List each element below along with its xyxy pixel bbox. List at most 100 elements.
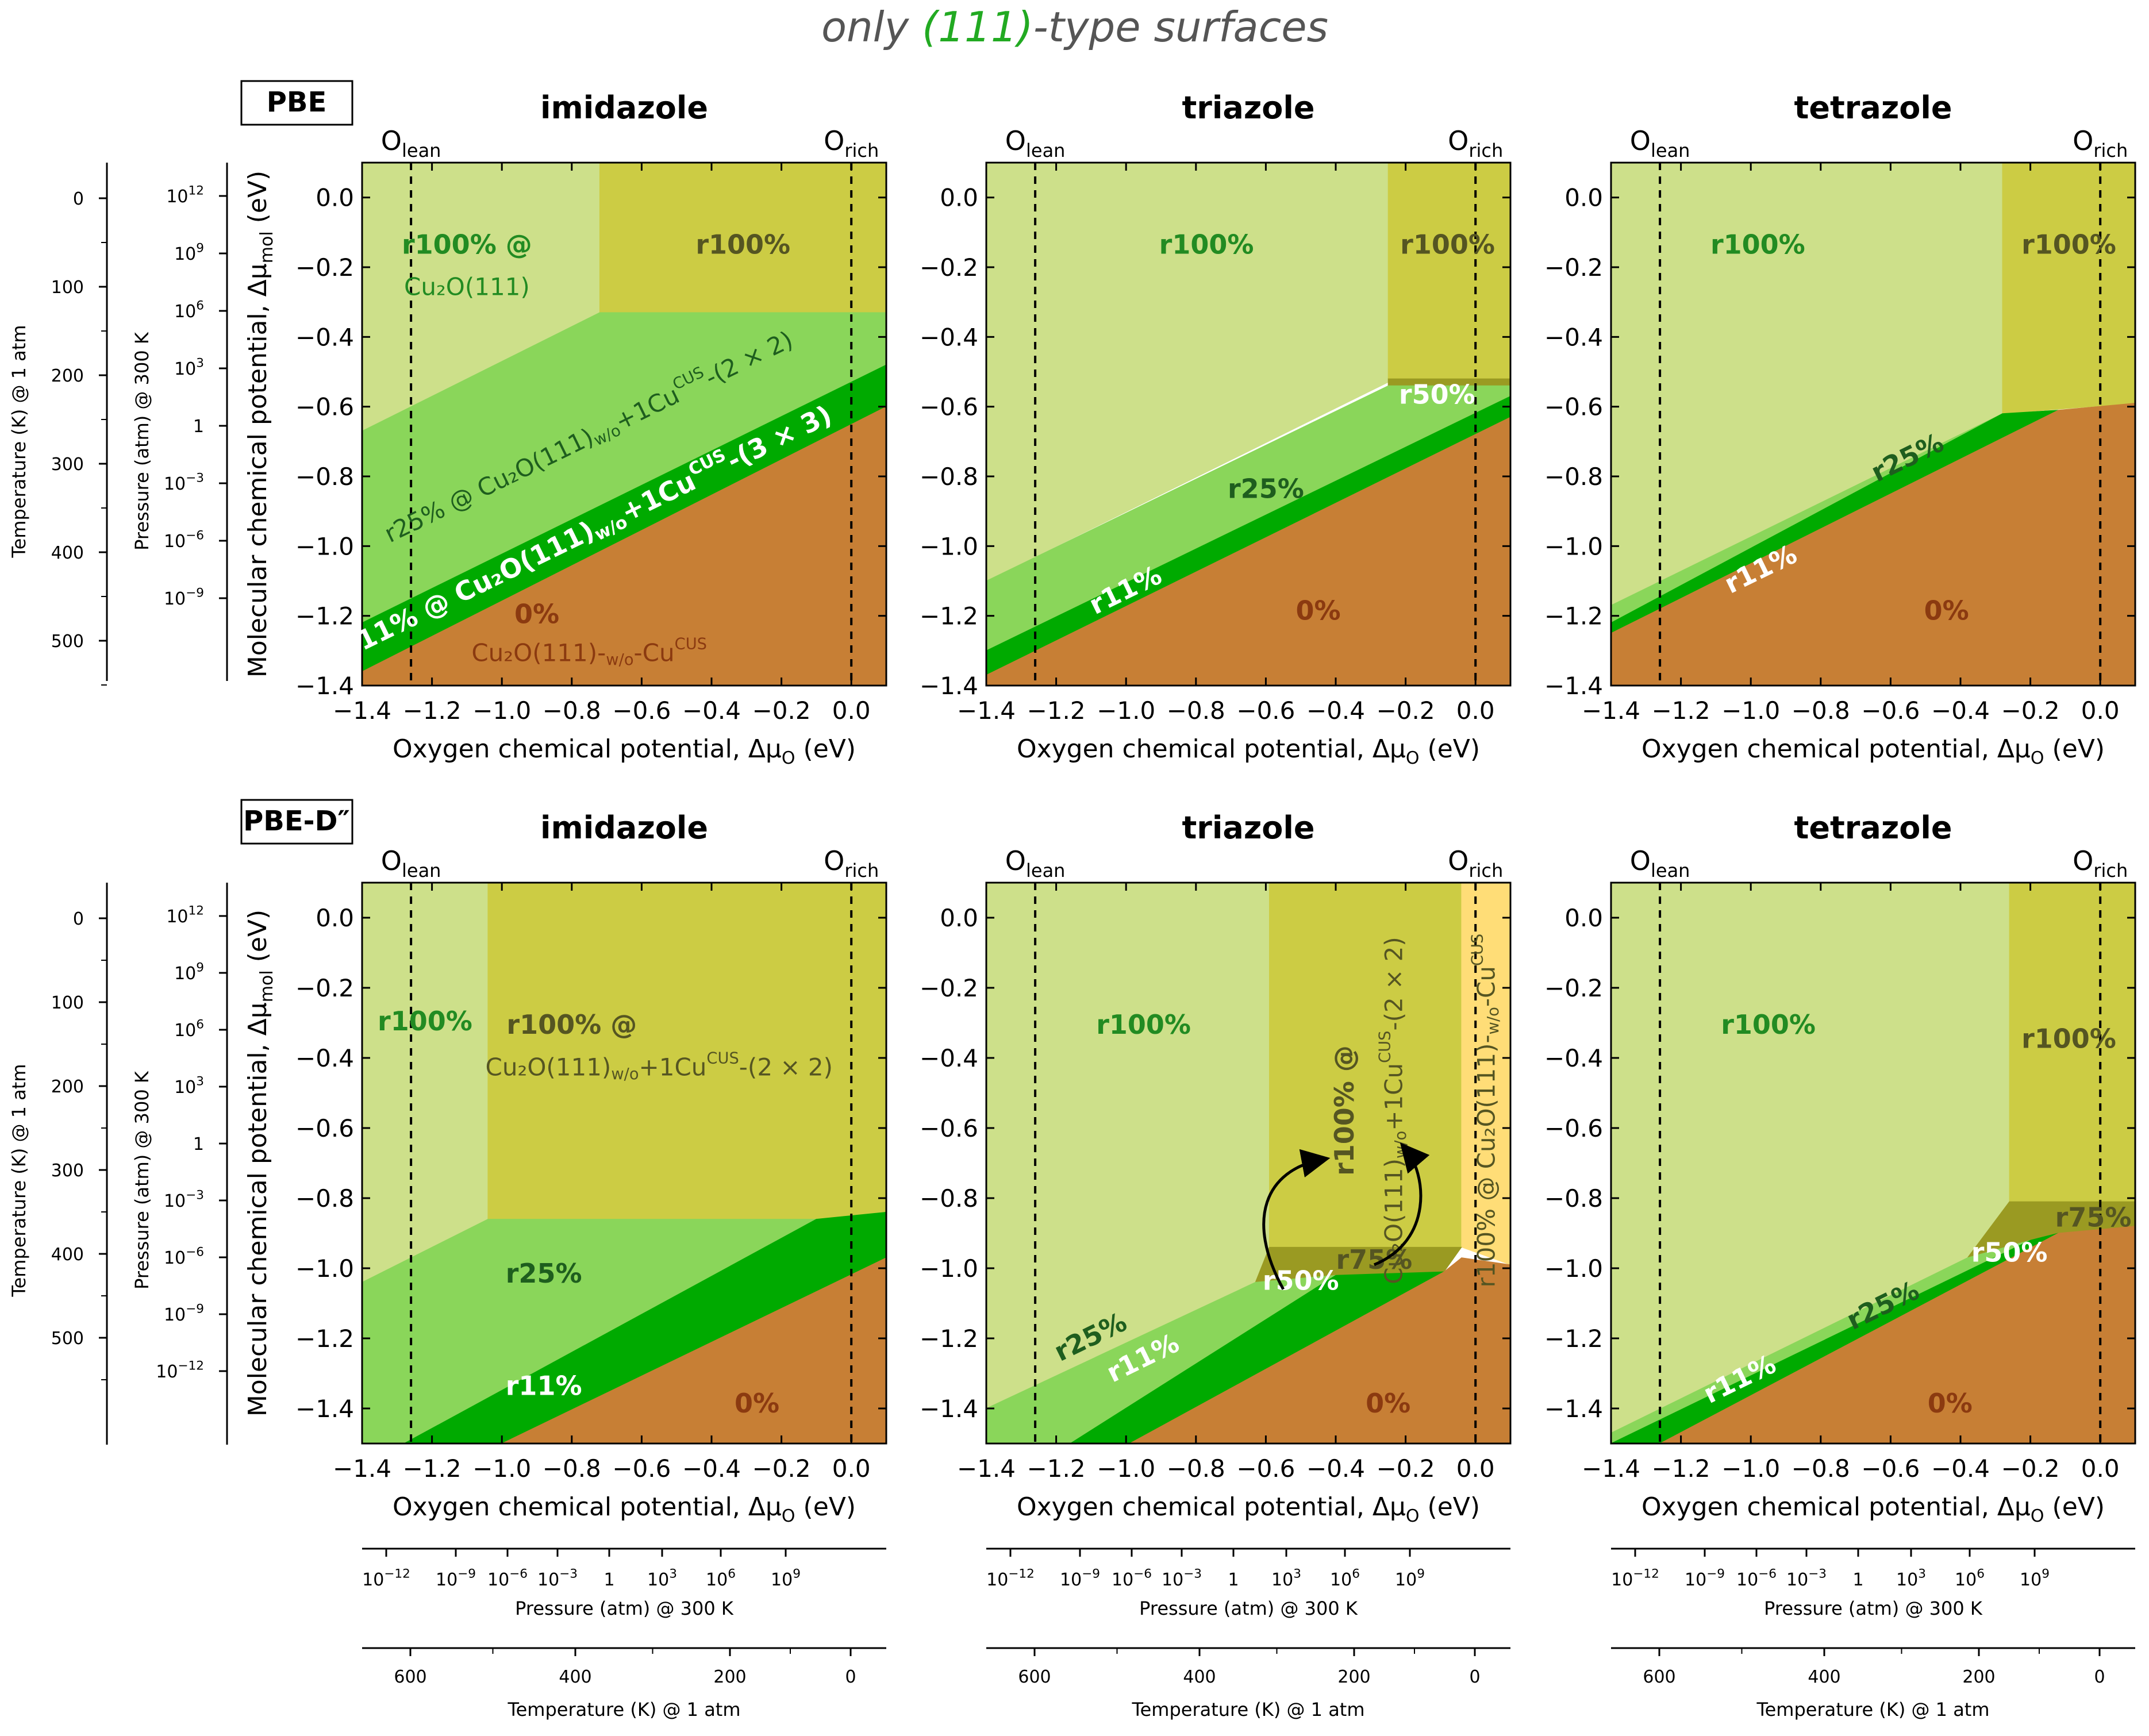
y-tick-label: −1.2 [295,1325,354,1353]
figure-title: only (111)-type surfaces [821,3,1328,51]
y-tick-label: −1.0 [1544,532,1603,560]
y-tick-label: 0.0 [940,184,978,212]
x-tick-label: 0.0 [2081,1454,2120,1483]
x-tick-label: −1.4 [1582,1454,1640,1483]
bottom-temperature-tick-label: 0 [1469,1667,1480,1687]
y-tick-label: −1.4 [920,672,978,700]
x-tick-label: −0.8 [1792,696,1850,725]
pressure-tick-label: 10−12 [156,1359,204,1383]
bottom-pressure-tick-label: 106 [1330,1567,1360,1591]
region-label-1: r100% @ [506,1009,637,1040]
x-tick-label: −0.4 [1306,696,1365,725]
y-tick-label: −1.4 [1544,1395,1603,1423]
x-tick-label: −1.4 [1582,696,1640,725]
bottom-pressure-tick-label: 10−3 [537,1567,578,1591]
bottom-pressure-tick-label: 10−12 [986,1567,1035,1591]
pressure-tick-label: 10−6 [164,529,204,552]
x-tick-label: −0.6 [1861,696,1920,725]
x-tick-label: −0.4 [1931,696,1990,725]
bottom-temperature-axis-label: Temperature (K) @ 1 atm [1756,1699,1989,1720]
bottom-pressure-tick-label: 109 [2020,1567,2050,1591]
temperature-tick-label: 200 [51,1077,84,1097]
x-tick-label: −0.4 [1931,1454,1990,1483]
bottom-axes-2: 10−12 10−9 10−6 10−3 1 103 106 109 Pressure (atm… [1611,1548,2135,1720]
x-tick-label: −0.6 [612,696,671,725]
x-tick-label: −1.2 [1652,1454,1710,1483]
bottom-pressure-tick-label: 10−6 [487,1567,528,1591]
bottom-pressure-axis-label: Pressure (atm) @ 300 K [1139,1598,1358,1619]
plot-frame [985,882,1512,1445]
temperature-tick-label: 300 [51,1161,84,1181]
bottom-pressure-tick-label: 103 [647,1567,677,1591]
bottom-temperature-tick-label: 400 [1808,1667,1840,1687]
figure-title-part-1: only [821,3,922,51]
pressure-tick-label: 10−3 [164,1188,204,1212]
y-axis-label: Molecular chemical potential, Δμmol (eV) [243,171,277,678]
pressure-tick-label: 103 [174,356,204,380]
region-olive-1 [1269,882,1462,1248]
x-tick-label: 0.0 [2081,696,2120,725]
x-tick-label: −1.0 [1721,696,1780,725]
y-tick-label: 0.0 [1564,184,1603,212]
region-label-2: Cu₂O(111)w/o+1CuCUS-(2 × 2) [1376,937,1409,1284]
x-tick-label: −1.4 [333,1454,391,1483]
pressure-axis-label: Pressure (atm) @ 300 K [131,1071,153,1290]
y-tick-label: −0.2 [295,974,354,1002]
x-tick-label: −0.4 [682,696,741,725]
bottom-pressure-tick-label: 1 [603,1570,614,1590]
vline-label-lean: Olean [1630,845,1690,882]
region-label-2: r75% [2055,1202,2132,1233]
temperature-axis-label: Temperature (K) @ 1 atm [8,325,30,558]
chart-title: tetrazole [1794,90,1952,126]
plot-frame [1610,882,2136,1445]
y-tick-label: −0.2 [1544,253,1603,282]
bottom-temperature-tick-label: 600 [394,1667,426,1687]
plot-frame [985,161,1512,687]
x-axis-label: Oxygen chemical potential, ΔμO (eV) [1017,734,1480,768]
region-label-5: 0% [735,1387,779,1418]
bottom-temperature-tick-label: 0 [845,1667,856,1687]
y-tick-label: −0.2 [1544,974,1603,1002]
x-tick-label: −1.4 [957,1454,1016,1483]
x-axis-label: Oxygen chemical potential, ΔμO (eV) [1641,734,2105,768]
x-tick-label: −0.6 [612,1454,671,1483]
arrow-left [1262,1149,1331,1290]
region-label-1: r100% @ [1329,1045,1360,1176]
bottom-pressure-tick-label: 1 [1228,1570,1239,1590]
y-tick-label: −1.0 [295,1254,354,1283]
bottom-pressure-axis-label: Pressure (atm) @ 300 K [515,1598,734,1619]
y-tick-label: −0.8 [1544,1184,1603,1212]
x-tick-label: −0.4 [1306,1454,1365,1483]
vline-label-lean: Olean [381,125,441,161]
region-label-3: r25% [506,1258,582,1289]
vline-label-rich: Orich [824,845,879,882]
temperature-axis-label: Temperature (K) @ 1 atm [8,1064,30,1297]
y-tick-label: −1.4 [295,1395,354,1423]
region-label-2: r50% [1399,379,1475,410]
bottom-pressure-tick-label: 10−9 [1685,1567,1725,1591]
bottom-pressure-tick-label: 10−9 [1060,1567,1100,1591]
method-label: PBE [267,86,327,118]
y-tick-label: −1.0 [920,1254,978,1283]
y-tick-label: −1.2 [295,602,354,630]
pressure-tick-label: 10−9 [164,586,204,610]
vline-label-lean: Olean [1630,125,1690,161]
x-tick-label: −0.8 [1792,1454,1850,1483]
x-tick-label: −1.4 [333,696,391,725]
y-tick-label: 0.0 [940,904,978,932]
bottom-pressure-tick-label: 10−9 [436,1567,476,1591]
x-tick-label: 0.0 [832,696,871,725]
x-tick-label: −0.6 [1236,696,1295,725]
temperature-tick-label: 0 [73,189,84,209]
region-label-3: r100% @ Cu₂O(111)-w/o-CuCUS [1468,934,1502,1288]
bottom-temperature-tick-label: 600 [1018,1667,1051,1687]
temperature-tick-label: 100 [51,993,84,1013]
bottom-pressure-tick-label: 10−3 [1162,1567,1202,1591]
y-tick-label: −0.6 [920,1114,978,1142]
figure-title-part-3: -type surfaces [1033,3,1328,51]
bottom-temperature-tick-label: 400 [1183,1667,1216,1687]
x-tick-label: 0.0 [1456,1454,1495,1483]
vline-label-rich: Orich [1448,845,1503,882]
